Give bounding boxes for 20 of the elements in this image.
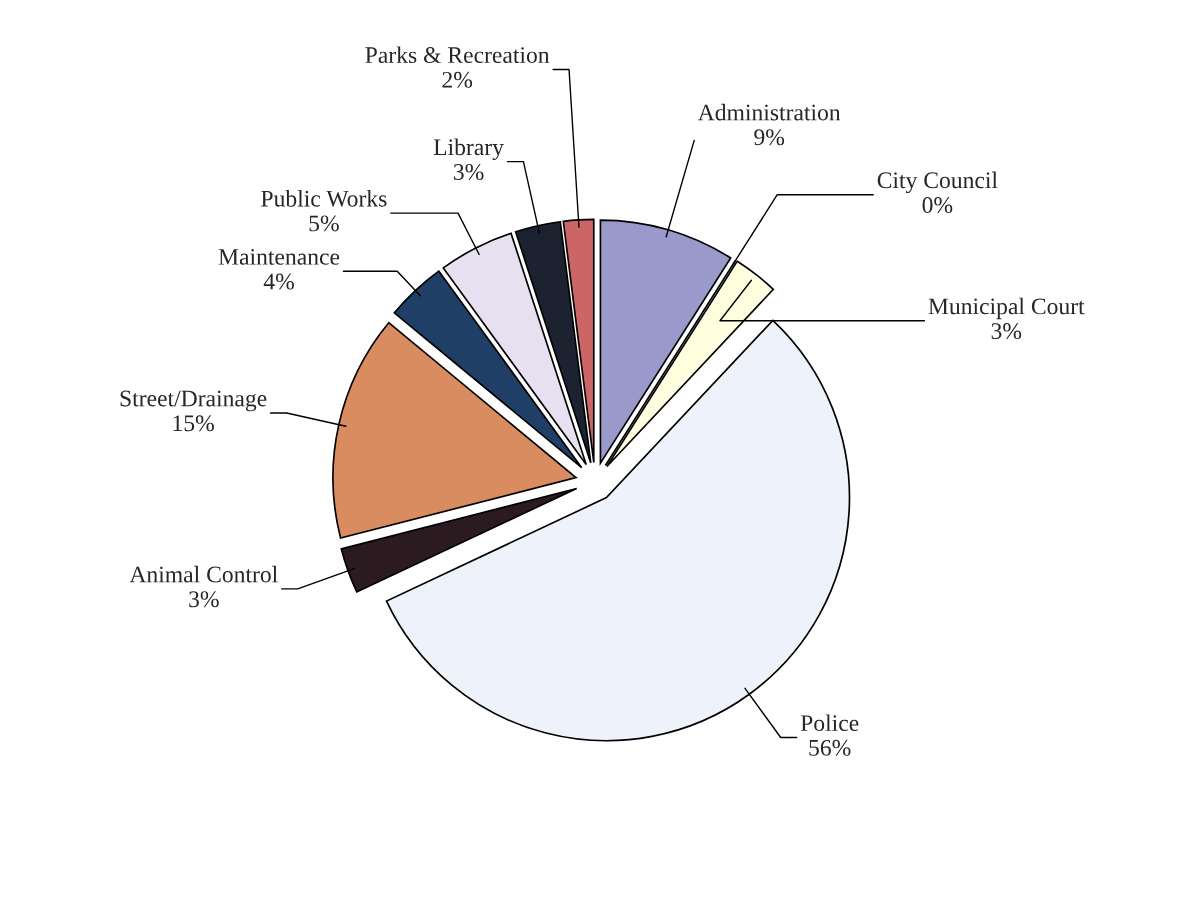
slice-label: Public Works bbox=[261, 190, 387, 207]
slice-label: Parks & Recreation bbox=[365, 46, 550, 64]
data-label: 2% bbox=[442, 71, 473, 88]
data-label: 3% bbox=[189, 591, 219, 608]
slice-label: Administration bbox=[697, 103, 841, 121]
slice-label: Animal Control bbox=[129, 565, 278, 583]
data-label: 5% bbox=[309, 215, 339, 232]
slice-label: Street/Drainage bbox=[120, 390, 267, 412]
slice-label: Police bbox=[800, 714, 859, 732]
category-label: City Council bbox=[877, 171, 998, 194]
slice-label: Municipal Court bbox=[928, 297, 1085, 320]
data-label: 3% bbox=[991, 323, 1022, 340]
text: 0% bbox=[922, 197, 953, 214]
slice-label: Library bbox=[433, 138, 504, 161]
data-label: 3% bbox=[453, 164, 484, 181]
data-label: 4% bbox=[263, 273, 294, 290]
data-label: 15% bbox=[173, 415, 214, 432]
data-label: 56% bbox=[809, 739, 851, 756]
data-label: 9% bbox=[754, 129, 785, 146]
slice-label: Maintenance bbox=[218, 248, 340, 265]
